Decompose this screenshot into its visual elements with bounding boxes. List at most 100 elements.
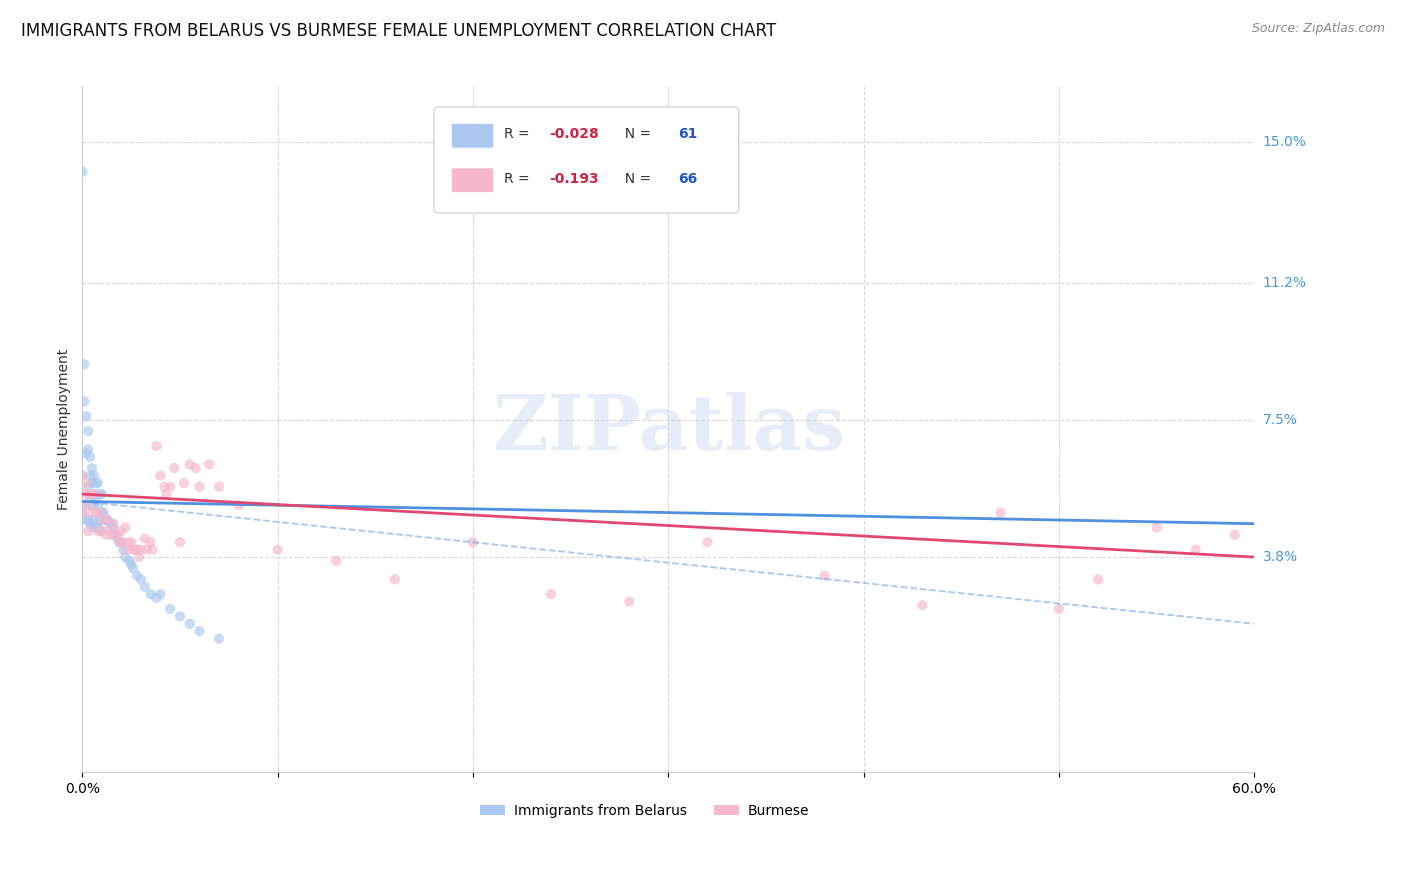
Text: 7.5%: 7.5% — [1263, 413, 1298, 427]
Point — [80, 498, 103, 512]
Point — [149, 468, 172, 483]
Point — [77, 480, 100, 494]
Point — [108, 535, 131, 549]
Point — [80, 506, 103, 520]
Point — [179, 616, 201, 631]
Point — [90, 487, 112, 501]
Point — [125, 542, 148, 557]
Point — [108, 535, 131, 549]
Point — [73, 394, 96, 409]
Point — [118, 554, 141, 568]
Point — [149, 587, 172, 601]
Point — [79, 516, 101, 531]
Point — [169, 609, 191, 624]
Point — [94, 528, 117, 542]
Text: 15.0%: 15.0% — [1263, 135, 1306, 149]
Point — [93, 513, 115, 527]
Point — [1047, 602, 1070, 616]
Point — [84, 494, 107, 508]
Point — [911, 599, 934, 613]
Point — [112, 535, 135, 549]
Text: 11.2%: 11.2% — [1263, 276, 1306, 290]
Point — [73, 487, 96, 501]
Point — [103, 516, 125, 531]
Point — [188, 480, 211, 494]
Point — [122, 542, 145, 557]
Point — [89, 513, 111, 527]
Point — [155, 487, 177, 501]
Point — [134, 580, 156, 594]
Point — [540, 587, 562, 601]
Point — [73, 357, 96, 371]
Text: Source: ZipAtlas.com: Source: ZipAtlas.com — [1251, 22, 1385, 36]
Point — [79, 450, 101, 464]
Point — [135, 542, 157, 557]
Point — [87, 498, 110, 512]
Point — [87, 475, 110, 490]
Point — [103, 520, 125, 534]
Point — [89, 506, 111, 520]
Point — [110, 524, 132, 538]
Point — [120, 558, 142, 572]
Point — [72, 506, 94, 520]
Point — [77, 524, 100, 538]
Point — [118, 535, 141, 549]
Point — [325, 554, 347, 568]
Text: -0.193: -0.193 — [548, 172, 599, 186]
Point — [1223, 528, 1246, 542]
Point — [1146, 520, 1168, 534]
Point — [83, 487, 105, 501]
Point — [79, 468, 101, 483]
Point — [77, 513, 100, 527]
Point — [72, 468, 94, 483]
Point — [114, 520, 136, 534]
Point — [696, 535, 718, 549]
Point — [813, 568, 835, 582]
Point — [79, 491, 101, 505]
Text: IMMIGRANTS FROM BELARUS VS BURMESE FEMALE UNEMPLOYMENT CORRELATION CHART: IMMIGRANTS FROM BELARUS VS BURMESE FEMAL… — [21, 22, 776, 40]
Point — [79, 487, 101, 501]
Point — [266, 542, 288, 557]
Point — [84, 506, 107, 520]
Point — [112, 542, 135, 557]
Point — [990, 506, 1012, 520]
Text: N =: N = — [616, 172, 655, 186]
Point — [115, 542, 138, 557]
Point — [1184, 542, 1206, 557]
Point — [84, 520, 107, 534]
Point — [87, 520, 110, 534]
Point — [94, 513, 117, 527]
FancyBboxPatch shape — [434, 107, 738, 213]
Text: R =: R = — [505, 172, 534, 186]
Point — [100, 528, 122, 542]
Point — [73, 498, 96, 512]
Point — [72, 506, 94, 520]
Text: -0.028: -0.028 — [548, 128, 599, 141]
Point — [75, 513, 97, 527]
Point — [87, 524, 110, 538]
Text: 66: 66 — [678, 172, 697, 186]
Text: 61: 61 — [678, 128, 697, 141]
Point — [80, 461, 103, 475]
Point — [145, 439, 167, 453]
Point — [83, 513, 105, 527]
Point — [98, 524, 121, 538]
Point — [179, 458, 201, 472]
Point — [159, 480, 181, 494]
Point — [89, 487, 111, 501]
Point — [169, 535, 191, 549]
Point — [461, 535, 484, 549]
Point — [107, 528, 129, 542]
Point — [77, 424, 100, 438]
Point — [208, 480, 231, 494]
Point — [100, 516, 122, 531]
Point — [384, 572, 406, 586]
Point — [72, 468, 94, 483]
Point — [114, 550, 136, 565]
FancyBboxPatch shape — [451, 123, 494, 148]
Point — [139, 535, 162, 549]
Point — [83, 468, 105, 483]
Point — [208, 632, 231, 646]
Point — [104, 528, 127, 542]
Point — [188, 624, 211, 639]
